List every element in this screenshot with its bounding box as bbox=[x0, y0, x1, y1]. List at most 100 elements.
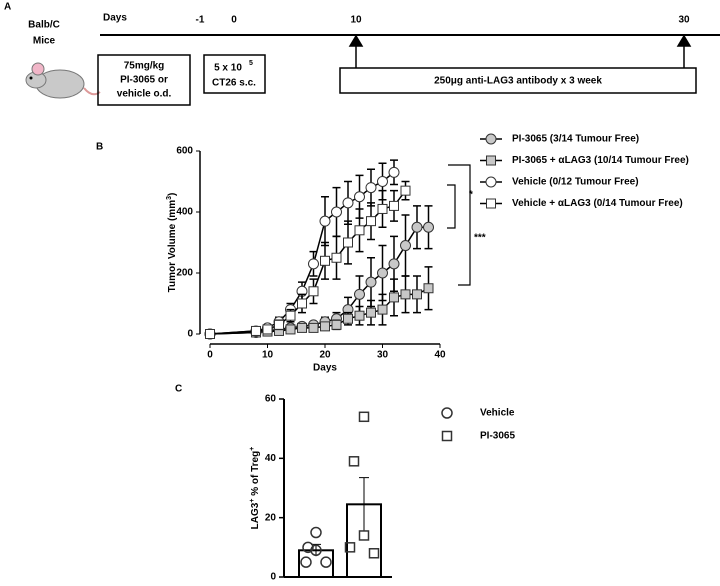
data-point bbox=[377, 176, 388, 187]
data-point bbox=[331, 206, 342, 218]
data-point bbox=[354, 225, 365, 236]
y-tick-label: 0 bbox=[270, 572, 276, 581]
day-label: 30 bbox=[678, 15, 690, 26]
antibody-box bbox=[339, 67, 697, 94]
data-point bbox=[320, 556, 332, 568]
legend-label: PI-3065 bbox=[480, 431, 515, 442]
y-tick-label: 200 bbox=[176, 268, 193, 279]
y-axis-label-part: + bbox=[249, 499, 256, 503]
data-point bbox=[343, 237, 353, 248]
data-point bbox=[377, 267, 388, 279]
y-axis-label-part: + bbox=[249, 447, 256, 451]
arrows bbox=[348, 34, 692, 68]
data-point bbox=[320, 321, 330, 332]
y-tick-label: 0 bbox=[187, 329, 193, 340]
data-point bbox=[331, 252, 342, 263]
data-point bbox=[354, 310, 365, 321]
significance: * bbox=[469, 190, 473, 201]
data-point bbox=[388, 166, 400, 178]
box-text: PI-3065 or bbox=[120, 75, 168, 86]
box-text: 75mg/kg bbox=[124, 61, 165, 72]
legend-label: PI-3065 (3/14 Tumour Free) bbox=[512, 134, 639, 145]
panel-label: C bbox=[175, 384, 182, 395]
legend-marker bbox=[486, 155, 496, 166]
y-tick-label: 60 bbox=[265, 394, 277, 405]
data-point bbox=[411, 221, 423, 233]
mouse-label: Balb/C bbox=[28, 20, 60, 31]
data-point bbox=[308, 322, 319, 333]
data-point bbox=[320, 255, 330, 266]
legend-marker bbox=[485, 176, 497, 188]
data-point bbox=[358, 411, 370, 423]
x-tick-label: 30 bbox=[377, 350, 389, 361]
data-point bbox=[251, 325, 261, 336]
data-point bbox=[205, 329, 215, 339]
data-point bbox=[423, 283, 434, 294]
significance: *** bbox=[474, 233, 486, 244]
data-point bbox=[389, 200, 399, 211]
y-axis-label-part: % of Treg bbox=[250, 451, 261, 499]
data-point bbox=[342, 197, 354, 209]
data-point bbox=[344, 542, 356, 553]
mouse-label: Mice bbox=[33, 36, 56, 47]
data-point bbox=[377, 304, 388, 315]
y-axis-label: LAG3+ % of Treg+ bbox=[249, 447, 261, 530]
data-point bbox=[348, 456, 360, 467]
legend-marker bbox=[485, 133, 497, 145]
panel-label: B bbox=[96, 142, 103, 153]
x-tick-label: 10 bbox=[262, 350, 274, 361]
data-point bbox=[262, 324, 273, 335]
data-point bbox=[400, 185, 411, 196]
error-bar bbox=[359, 477, 369, 532]
data-point bbox=[365, 276, 377, 288]
box-text: 5 x 10 bbox=[214, 63, 242, 74]
y-axis-label-part: ) bbox=[167, 193, 178, 196]
data-point bbox=[412, 289, 422, 300]
legend-label: Vehicle bbox=[480, 408, 515, 419]
data-point bbox=[366, 307, 376, 318]
data-point bbox=[354, 288, 365, 300]
box-text: 250μg anti-LAG3 antibody x 3 week bbox=[434, 76, 602, 87]
data-point bbox=[423, 221, 434, 233]
mouse-icon bbox=[25, 62, 101, 99]
data-point bbox=[302, 541, 314, 554]
data-point bbox=[285, 324, 296, 335]
x-tick-label: 20 bbox=[319, 350, 331, 361]
data-point bbox=[319, 215, 331, 227]
data-point bbox=[343, 313, 353, 324]
data-point bbox=[310, 526, 322, 539]
data-point bbox=[389, 292, 399, 303]
data-point bbox=[310, 544, 322, 557]
data-point bbox=[400, 289, 411, 300]
days-label: Days bbox=[103, 13, 127, 24]
data-point bbox=[285, 310, 296, 321]
x-tick-label: 0 bbox=[207, 350, 213, 361]
day-label: 10 bbox=[350, 15, 362, 26]
data-point bbox=[365, 182, 377, 194]
data-point bbox=[297, 298, 307, 309]
y-tick-label: 600 bbox=[176, 146, 193, 157]
legend-label: PI-3065 + αLAG3 (10/14 Tumour Free) bbox=[512, 155, 689, 166]
data-point bbox=[358, 530, 370, 541]
data-point bbox=[331, 319, 342, 330]
y-axis-label-part: 3 bbox=[166, 196, 173, 200]
box-text-sup: 5 bbox=[249, 60, 253, 67]
legend-marker bbox=[486, 198, 496, 209]
data-point bbox=[308, 258, 319, 270]
y-axis-label: Tumor Volume (mm3) bbox=[166, 193, 178, 293]
data-point bbox=[354, 191, 365, 203]
x-tick-label: 40 bbox=[434, 350, 446, 361]
data-point bbox=[388, 258, 400, 270]
legend-marker bbox=[441, 407, 453, 419]
day-label: -1 bbox=[196, 15, 205, 26]
data-point bbox=[366, 216, 376, 227]
y-tick-label: 40 bbox=[265, 453, 277, 464]
panel-label: A bbox=[4, 2, 11, 13]
y-axis-label-part: Tumor Volume (mm bbox=[167, 200, 178, 293]
legend-label: Vehicle + αLAG3 (0/14 Tumour Free) bbox=[512, 198, 683, 209]
day-label: 0 bbox=[231, 15, 237, 26]
data-point bbox=[400, 240, 411, 252]
data-point bbox=[274, 319, 284, 330]
data-point bbox=[368, 548, 380, 559]
